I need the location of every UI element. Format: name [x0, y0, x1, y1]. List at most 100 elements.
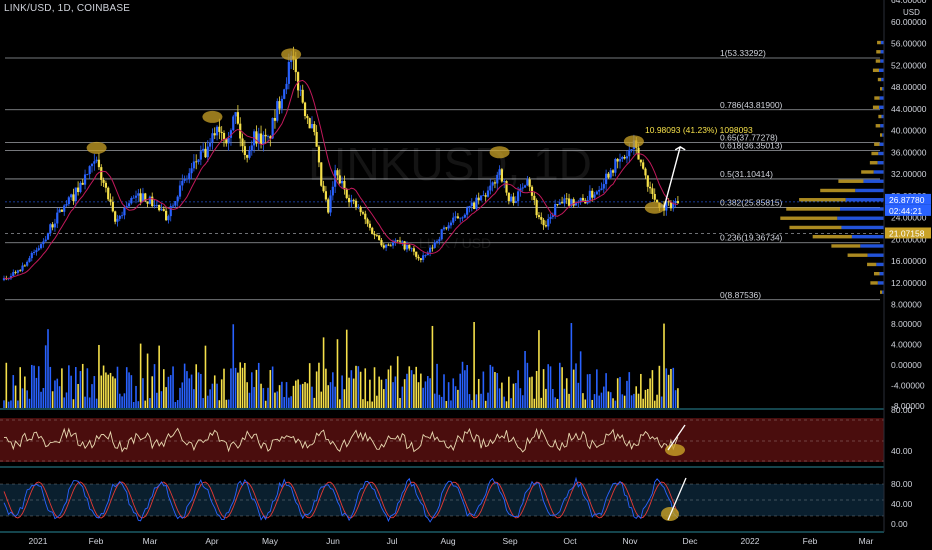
price-axis[interactable]: 64.00000 60.00000 56.00000 52.00000 48.00000… [883, 0, 927, 532]
candle-body-215 [500, 169, 503, 182]
vp-bar-b-13 [873, 170, 884, 174]
candle-body-29 [70, 194, 73, 198]
volume-bar-204 [475, 394, 478, 408]
time-axis[interactable]: 2021 Feb Mar Apr May Jun Jul Aug Sep Oct Nov Dec 202… [29, 536, 874, 546]
ma-path [3, 79, 678, 280]
candle-body-51 [121, 215, 124, 217]
symbol-title[interactable]: LINK/USD, 1D, COINBASE [4, 3, 131, 14]
price-markers: 26.87780 21.07158 02:44:21 [885, 193, 931, 239]
candle-body-243 [565, 198, 568, 200]
candle-body-50 [118, 215, 121, 219]
fib-label-0: 1(53.33292) [720, 48, 766, 58]
volume-bar-38 [91, 384, 93, 408]
candle-body-81 [190, 168, 193, 174]
candle-body-241 [561, 202, 564, 204]
volume-bar-74 [174, 401, 177, 408]
candle-body-239 [556, 203, 559, 205]
candle-body-220 [512, 196, 515, 204]
volume-bar-32 [77, 383, 79, 408]
volume-bar-97 [227, 399, 230, 408]
volume-bar-110 [257, 362, 260, 408]
volume-bar-105 [246, 382, 248, 408]
volume-bar-35 [84, 396, 86, 408]
vp-bar-9 [786, 207, 841, 211]
volume-bar-195 [454, 386, 457, 408]
candle-body-188 [438, 239, 441, 242]
volume-bar-31 [74, 367, 77, 408]
volume-bar-218 [508, 376, 510, 408]
vp-bar-b-23 [881, 77, 884, 82]
volume-bar-242 [563, 388, 566, 408]
volume-bar-120 [281, 381, 283, 408]
rsi-tick-0: 80.00 [891, 405, 913, 415]
time-tick-8: Sep [502, 536, 517, 546]
vp-bar-b-9 [840, 207, 884, 211]
candle-body-231 [537, 215, 541, 218]
candle-body-269 [625, 156, 629, 159]
volume-bar-11 [28, 398, 31, 408]
volume-bar-263 [612, 398, 614, 408]
candle-body-85 [199, 151, 202, 160]
candle-body-206 [479, 195, 483, 201]
volume-bar-165 [385, 378, 387, 408]
measure-tool[interactable]: 10.98093 (41.23%) 1098093 [645, 125, 753, 208]
candle-body-77 [181, 180, 184, 186]
volume-bar-229 [533, 398, 536, 408]
candle-body-149 [347, 198, 351, 203]
time-tick-5: Jun [326, 536, 340, 546]
volume-bar-78 [183, 363, 186, 408]
volume-bar-154 [359, 371, 362, 408]
candle-body-31 [74, 187, 77, 202]
time-tick-10: Nov [622, 536, 638, 546]
volume-bar-93 [218, 400, 221, 408]
candle-body-139 [324, 191, 327, 200]
price-marker-text-2: 02:44:21 [889, 206, 922, 216]
candle-body-80 [188, 173, 191, 179]
candle-body-183 [426, 252, 429, 256]
candle-body-113 [264, 134, 267, 137]
candle-body-22 [53, 223, 57, 228]
volume-bar-175 [408, 366, 411, 408]
candle-body-196 [456, 216, 459, 219]
volume-bar-278 [646, 388, 649, 408]
volume-bar-225 [524, 350, 526, 408]
volume-bar-164 [382, 389, 385, 408]
price-tick-6: 40.00000 [891, 126, 927, 136]
price-marker-bg-2 [885, 204, 931, 216]
candle-body-168 [391, 242, 395, 246]
volume-bar-137 [320, 391, 323, 408]
time-tick-0: 2021 [29, 536, 48, 546]
volume-bar-68 [160, 391, 163, 408]
volume-bar-217 [505, 401, 508, 408]
volume-bar-182 [424, 381, 427, 408]
volume-bar-52 [123, 393, 126, 408]
stoch-arrow [667, 477, 687, 521]
fibonacci-retracement[interactable]: 1(53.33292) 0.786(43.81900) 0.65(37.77278)… [5, 48, 884, 301]
candle-body-237 [551, 215, 554, 217]
volume-bar-231 [538, 330, 540, 408]
vp-bar-7 [789, 225, 842, 230]
candle-body-127 [297, 72, 300, 91]
price-unit: USD [903, 8, 920, 17]
volume-bar-211 [491, 366, 494, 408]
time-tick-2: Mar [143, 536, 158, 546]
pivot-highlight-1 [202, 110, 223, 123]
volume-bar-281 [653, 400, 656, 408]
candle-body-7 [19, 270, 22, 272]
candle-body-95 [222, 132, 226, 140]
candle-body-132 [308, 118, 311, 129]
vp-bar-b-7 [841, 225, 884, 230]
volume-bar-72 [169, 375, 172, 408]
volume-bar-89 [209, 389, 211, 408]
candle-body-202 [470, 202, 473, 206]
vp-bar-b-22 [882, 87, 884, 91]
candle-body-45 [107, 187, 110, 200]
candle-body-123 [287, 61, 290, 84]
volume-bar-116 [271, 366, 274, 408]
candle-body-61 [144, 193, 147, 202]
moving-average-line [3, 79, 678, 280]
candle-body-147 [343, 180, 346, 190]
volume-bar-10 [26, 390, 28, 408]
volume-bar-208 [484, 400, 487, 408]
